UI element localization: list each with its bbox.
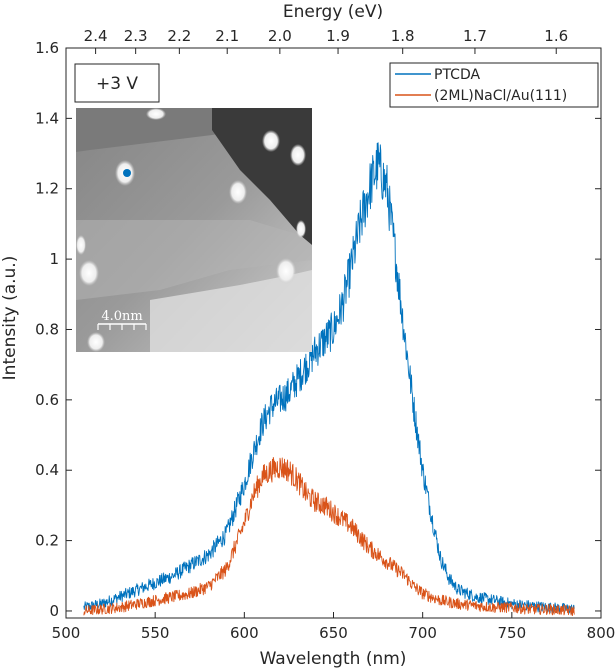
top-tick-label: 1.7 (463, 27, 487, 45)
tip-position-marker (123, 169, 131, 177)
terrace-dark-corner (212, 108, 312, 245)
top-tick-label: 1.8 (391, 27, 415, 45)
x-tick-label: 550 (141, 624, 170, 642)
x-tick-label: 800 (587, 624, 616, 642)
top-tick-label: 2.2 (167, 27, 191, 45)
molecule (79, 260, 99, 286)
molecule (290, 144, 306, 166)
ticks-layer: 500 550 600 650 700 750 800 0 0.2 0.4 0.6 0.8 1 1.2 1.… (35, 27, 615, 642)
top-tick-label: 2.3 (124, 27, 148, 45)
legend: PTCDA (2ML)NaCl/Au(111) (389, 62, 599, 108)
molecule (76, 235, 86, 255)
molecule (87, 332, 105, 352)
top-tick-label: 2.1 (215, 27, 239, 45)
x-tick-label: 750 (498, 624, 527, 642)
y-tick-label: 0.4 (35, 461, 59, 479)
stm-inset-image: 4.0nm (76, 108, 312, 352)
scale-bar-label: 4.0nm (101, 309, 142, 324)
top-tick-label: 2.0 (268, 27, 292, 45)
y-tick-label: 0.8 (35, 320, 59, 338)
y-tick-label: 0.6 (35, 391, 59, 409)
molecule (262, 130, 280, 152)
molecule (296, 220, 306, 238)
x-tick-label: 500 (52, 624, 81, 642)
top-tick-label: 2.4 (84, 27, 108, 45)
y-tick-label: 1 (49, 250, 59, 268)
y-axis-title: Intensity (a.u.) (0, 256, 20, 381)
bias-voltage-label: +3 V (96, 74, 138, 94)
molecule (146, 108, 166, 120)
legend-label-nacl: (2ML)NaCl/Au(111) (434, 88, 567, 104)
terrace-lower-band (76, 220, 312, 300)
bias-voltage-box: +3 V (74, 63, 160, 103)
x-tick-label: 650 (319, 624, 348, 642)
x-tick-label: 700 (408, 624, 437, 642)
legend-label-ptcda: PTCDA (434, 67, 480, 83)
terrace-bright (150, 270, 312, 352)
scale-bar: 4.0nm (97, 309, 147, 330)
x-axis-title: Wavelength (nm) (260, 649, 407, 669)
y-tick-label: 0.2 (35, 532, 59, 550)
molecule (229, 180, 247, 204)
x-tick-label: 600 (230, 624, 259, 642)
legend-box (389, 62, 599, 108)
series-line-0 (83, 142, 575, 615)
y-tick-label: 1.6 (35, 39, 59, 57)
y-tick-label: 0 (49, 602, 59, 620)
y-tick-label: 1.4 (35, 109, 59, 127)
molecule (276, 258, 296, 284)
top-x-axis-title: Energy (eV) (283, 2, 383, 22)
y-tick-label: 1.2 (35, 180, 59, 198)
series-line-1 (83, 457, 575, 616)
top-tick-label: 1.6 (544, 27, 568, 45)
top-tick-label: 1.9 (326, 27, 350, 45)
series-layer (83, 142, 575, 616)
